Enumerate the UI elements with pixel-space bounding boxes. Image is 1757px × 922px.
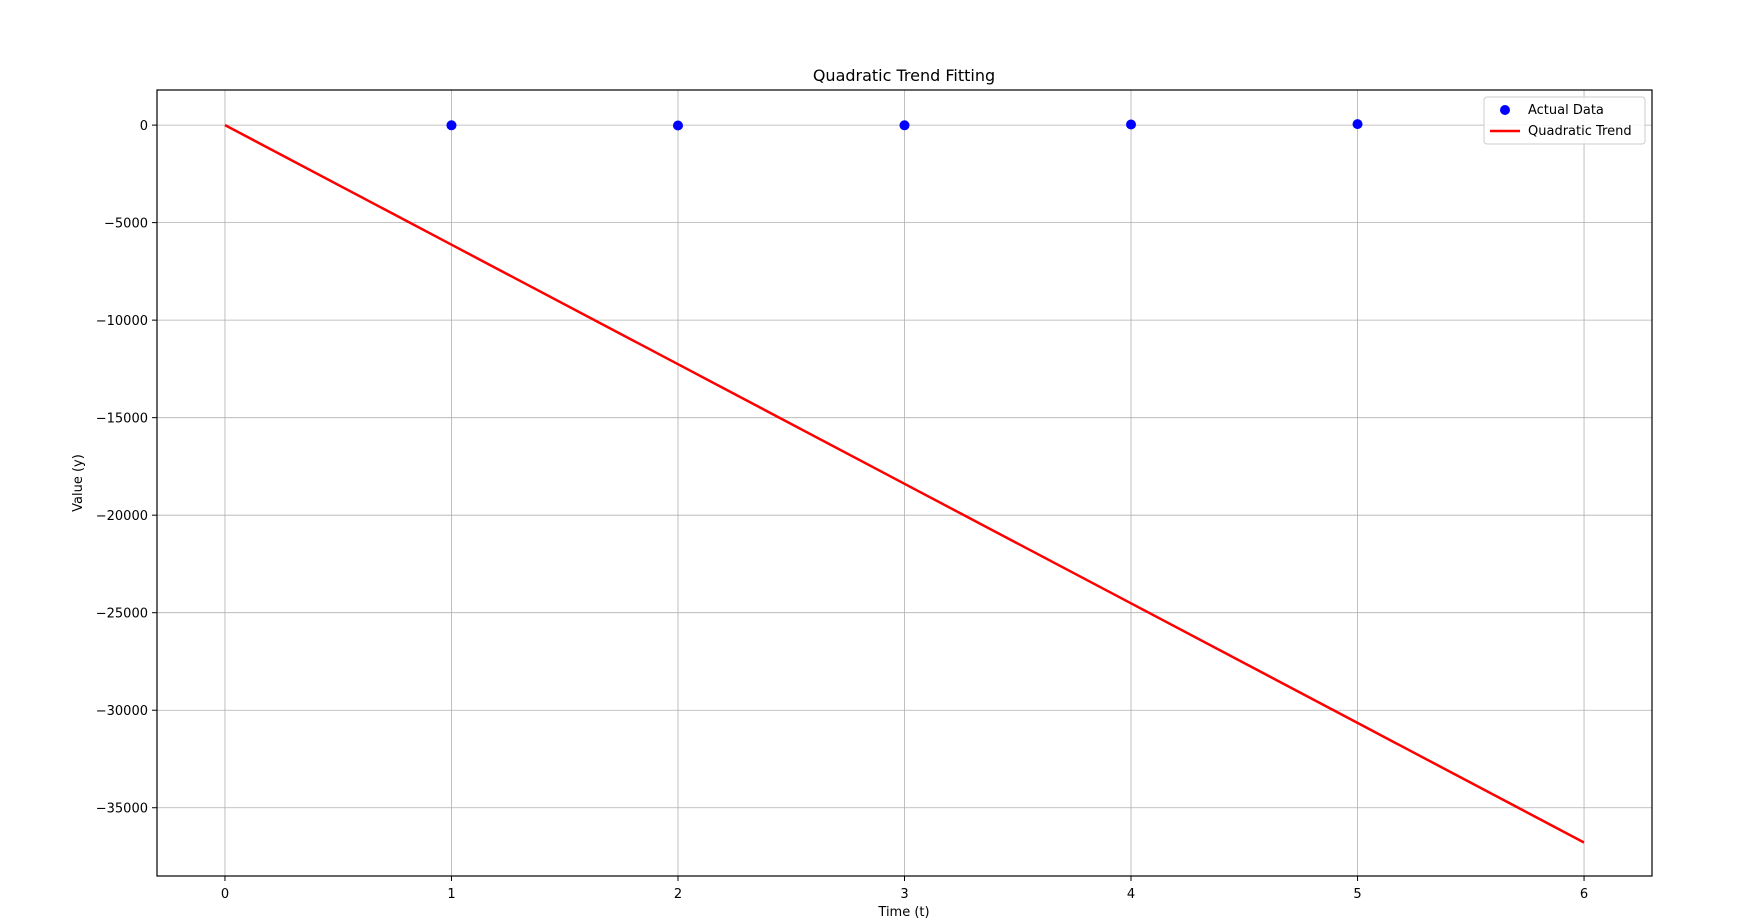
x-axis-label: Time (t)	[877, 905, 929, 920]
x-tick-label: 4	[1127, 887, 1135, 902]
data-point	[899, 120, 910, 131]
legend-marker-actual-data	[1500, 105, 1510, 115]
y-tick-label: −10000	[96, 314, 148, 329]
y-ticks: 0 −5000 −10000 −15000 −20000 −25000 −30000 −350…	[96, 119, 157, 817]
data-point	[1126, 119, 1137, 130]
grid	[157, 90, 1652, 876]
y-tick-label: 0	[140, 119, 148, 134]
x-ticks: 0 1 2 3 4 5 6	[221, 876, 1588, 902]
data-point	[672, 120, 683, 131]
legend-label-quadratic-trend: Quadratic Trend	[1528, 124, 1632, 139]
x-tick-label: 3	[900, 887, 908, 902]
series-layer	[224, 119, 1585, 844]
y-tick-label: −25000	[96, 607, 148, 622]
y-tick-label: −35000	[96, 802, 148, 817]
y-tick-label: −30000	[96, 704, 148, 719]
legend-label-actual-data: Actual Data	[1528, 103, 1604, 118]
y-tick-label: −20000	[96, 509, 148, 524]
chart-title: Quadratic Trend Fitting	[813, 66, 995, 85]
data-point	[1352, 119, 1363, 130]
x-tick-label: 2	[674, 887, 682, 902]
x-tick-label: 6	[1580, 887, 1588, 902]
legend: Actual Data Quadratic Trend	[1483, 96, 1646, 145]
trend-line	[224, 123, 1585, 844]
data-point	[446, 120, 457, 131]
legend-box	[1483, 96, 1646, 145]
x-tick-label: 0	[221, 887, 229, 902]
x-tick-label: 5	[1353, 887, 1361, 902]
x-tick-label: 1	[447, 887, 455, 902]
y-tick-label: −5000	[104, 217, 148, 232]
y-axis-label: Value (y)	[71, 454, 86, 512]
y-tick-label: −15000	[96, 412, 148, 427]
